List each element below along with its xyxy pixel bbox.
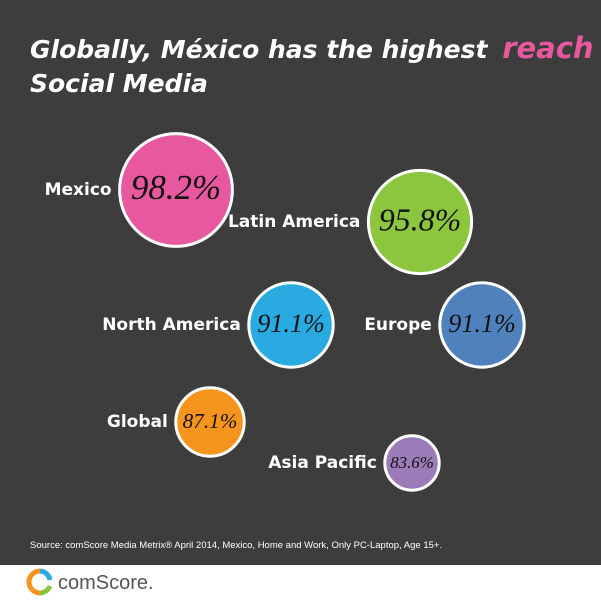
logo-text: comScore. bbox=[58, 572, 154, 594]
bubble bbox=[366, 168, 474, 276]
category-label: Latin America bbox=[228, 212, 360, 232]
value-label: 91.1% bbox=[257, 309, 325, 338]
category-label: Global bbox=[107, 412, 168, 432]
title-part: Globally, México has the highest bbox=[30, 35, 489, 64]
value-label: 91.1% bbox=[448, 309, 516, 338]
category-label: North America bbox=[102, 315, 241, 335]
bubble bbox=[438, 281, 526, 369]
value-label: 87.1% bbox=[183, 409, 238, 433]
category-label: Mexico bbox=[45, 180, 112, 200]
value-label: 83.6% bbox=[390, 453, 434, 472]
bubble bbox=[174, 386, 246, 458]
value-label: 98.2% bbox=[131, 168, 221, 207]
source: Source: comScore Media Metrix® April 201… bbox=[30, 540, 442, 551]
chart-title: Globally, México has the highest reach i… bbox=[30, 31, 601, 98]
title-line2: Social Media bbox=[30, 69, 208, 98]
bubble bbox=[247, 281, 335, 369]
category-label: Europe bbox=[364, 315, 431, 335]
title-highlight: reach bbox=[502, 31, 593, 65]
category-label: Asia Pacific bbox=[268, 453, 377, 473]
value-label: 95.8% bbox=[379, 201, 462, 237]
bubble bbox=[118, 132, 234, 248]
bubble bbox=[383, 434, 441, 492]
logo-icon bbox=[26, 568, 53, 596]
footer bbox=[0, 565, 601, 600]
